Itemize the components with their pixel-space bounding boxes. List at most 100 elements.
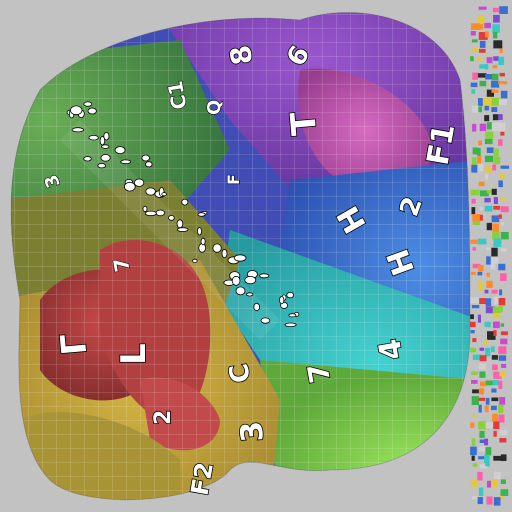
mosaic-tile [491,263,496,270]
mosaic-tile [491,405,497,411]
mosaic-tile [471,23,480,30]
mosaic-tile [486,122,495,130]
glyph-label: 7 [108,256,134,274]
mosaic-tile [479,64,487,69]
mosaic-tile [492,231,500,240]
mosaic-tile [493,430,497,437]
mosaic-tile [484,97,493,107]
mosaic-tile [491,98,501,106]
micro-mark [197,212,206,217]
mosaic-tile [470,56,474,62]
micro-mark [144,210,157,217]
mosaic-tile [487,480,492,488]
mosaic-tile [500,273,507,281]
mosaic-tile [479,206,484,211]
mosaic-tile [500,90,508,99]
mosaic-tile [487,331,496,340]
mosaic-tile [471,380,478,384]
mosaic-tile [492,65,498,69]
mosaic-tile [477,471,483,481]
mosaic-tile [479,24,484,30]
micro-mark [145,161,153,168]
mosaic-tile [471,271,476,275]
micro-mark [200,237,206,246]
mosaic-tile [498,414,505,423]
mosaic-tile [498,214,502,219]
mosaic-tile [499,197,507,201]
mosaic-tile [471,164,478,173]
mosaic-strip [470,6,510,506]
mosaic-tile [491,188,497,195]
glyph-label: Γ [53,332,95,357]
mosaic-tile [471,438,476,446]
mosaic-tile [498,180,503,188]
mosaic-tile [486,147,494,153]
mosaic-tile [500,331,508,336]
mosaic-tile [485,397,490,405]
mosaic-tile [479,48,486,53]
mosaic-tile [492,364,498,371]
mosaic-tile [479,298,486,304]
mosaic-tile [492,380,499,386]
mosaic-tile [472,123,477,132]
mosaic-tile [484,289,489,294]
mosaic-tile [500,232,509,240]
mosaic-tile [493,497,501,506]
mosaic-tile [499,289,503,296]
micro-mark [168,215,175,221]
mosaic-tile [486,496,493,505]
mosaic-tile [498,380,503,389]
micro-mark [279,295,285,305]
mosaic-tile [498,263,506,271]
mosaic-tile [470,189,480,196]
mosaic-tile [492,7,499,13]
mosaic-tile [470,239,478,244]
mosaic-tile [500,495,504,500]
mosaic-tile [484,22,491,29]
mosaic-tile [486,222,492,231]
mosaic-tile [491,346,495,353]
mosaic-tile [470,297,479,304]
micro-mark [87,107,97,115]
diagonal-micro-marks [66,101,300,327]
mosaic-tile [470,347,477,353]
micro-mark [192,258,198,263]
mosaic-tile [471,39,478,43]
mosaic-tile [478,363,486,370]
mosaic-tile [491,397,499,402]
mosaic-tile [484,205,493,212]
mosaic-tile [493,238,502,247]
mosaic-tile [491,355,498,360]
mosaic-tile [500,323,505,327]
mosaic-tile [470,330,475,334]
mosaic-tile [484,105,489,111]
mosaic-tile [472,389,481,394]
mosaic-tile [498,139,503,146]
micro-mark [176,219,184,229]
mosaic-tile [479,190,489,197]
mosaic-tile [492,223,499,233]
mosaic-tile [479,123,487,132]
mosaic-tile [472,221,480,225]
mosaic-tile [486,280,493,288]
mosaic-tile [484,405,489,413]
micro-mark [253,302,261,312]
micro-mark [120,159,132,165]
mosaic-tile [498,98,507,106]
mosaic-tile [477,497,483,505]
mosaic-tile [470,422,475,428]
mosaic-tile [492,413,498,422]
mosaic-tile [471,198,476,204]
micro-mark [286,291,295,299]
mosaic-tile [484,454,490,463]
mosaic-tile [484,31,489,38]
mosaic-tile [470,31,476,36]
mosaic-tile [499,438,507,443]
mosaic-tile [485,422,494,429]
mosaic-tile [479,464,488,469]
mosaic-tile [478,404,482,413]
mosaic-tile [492,114,499,121]
